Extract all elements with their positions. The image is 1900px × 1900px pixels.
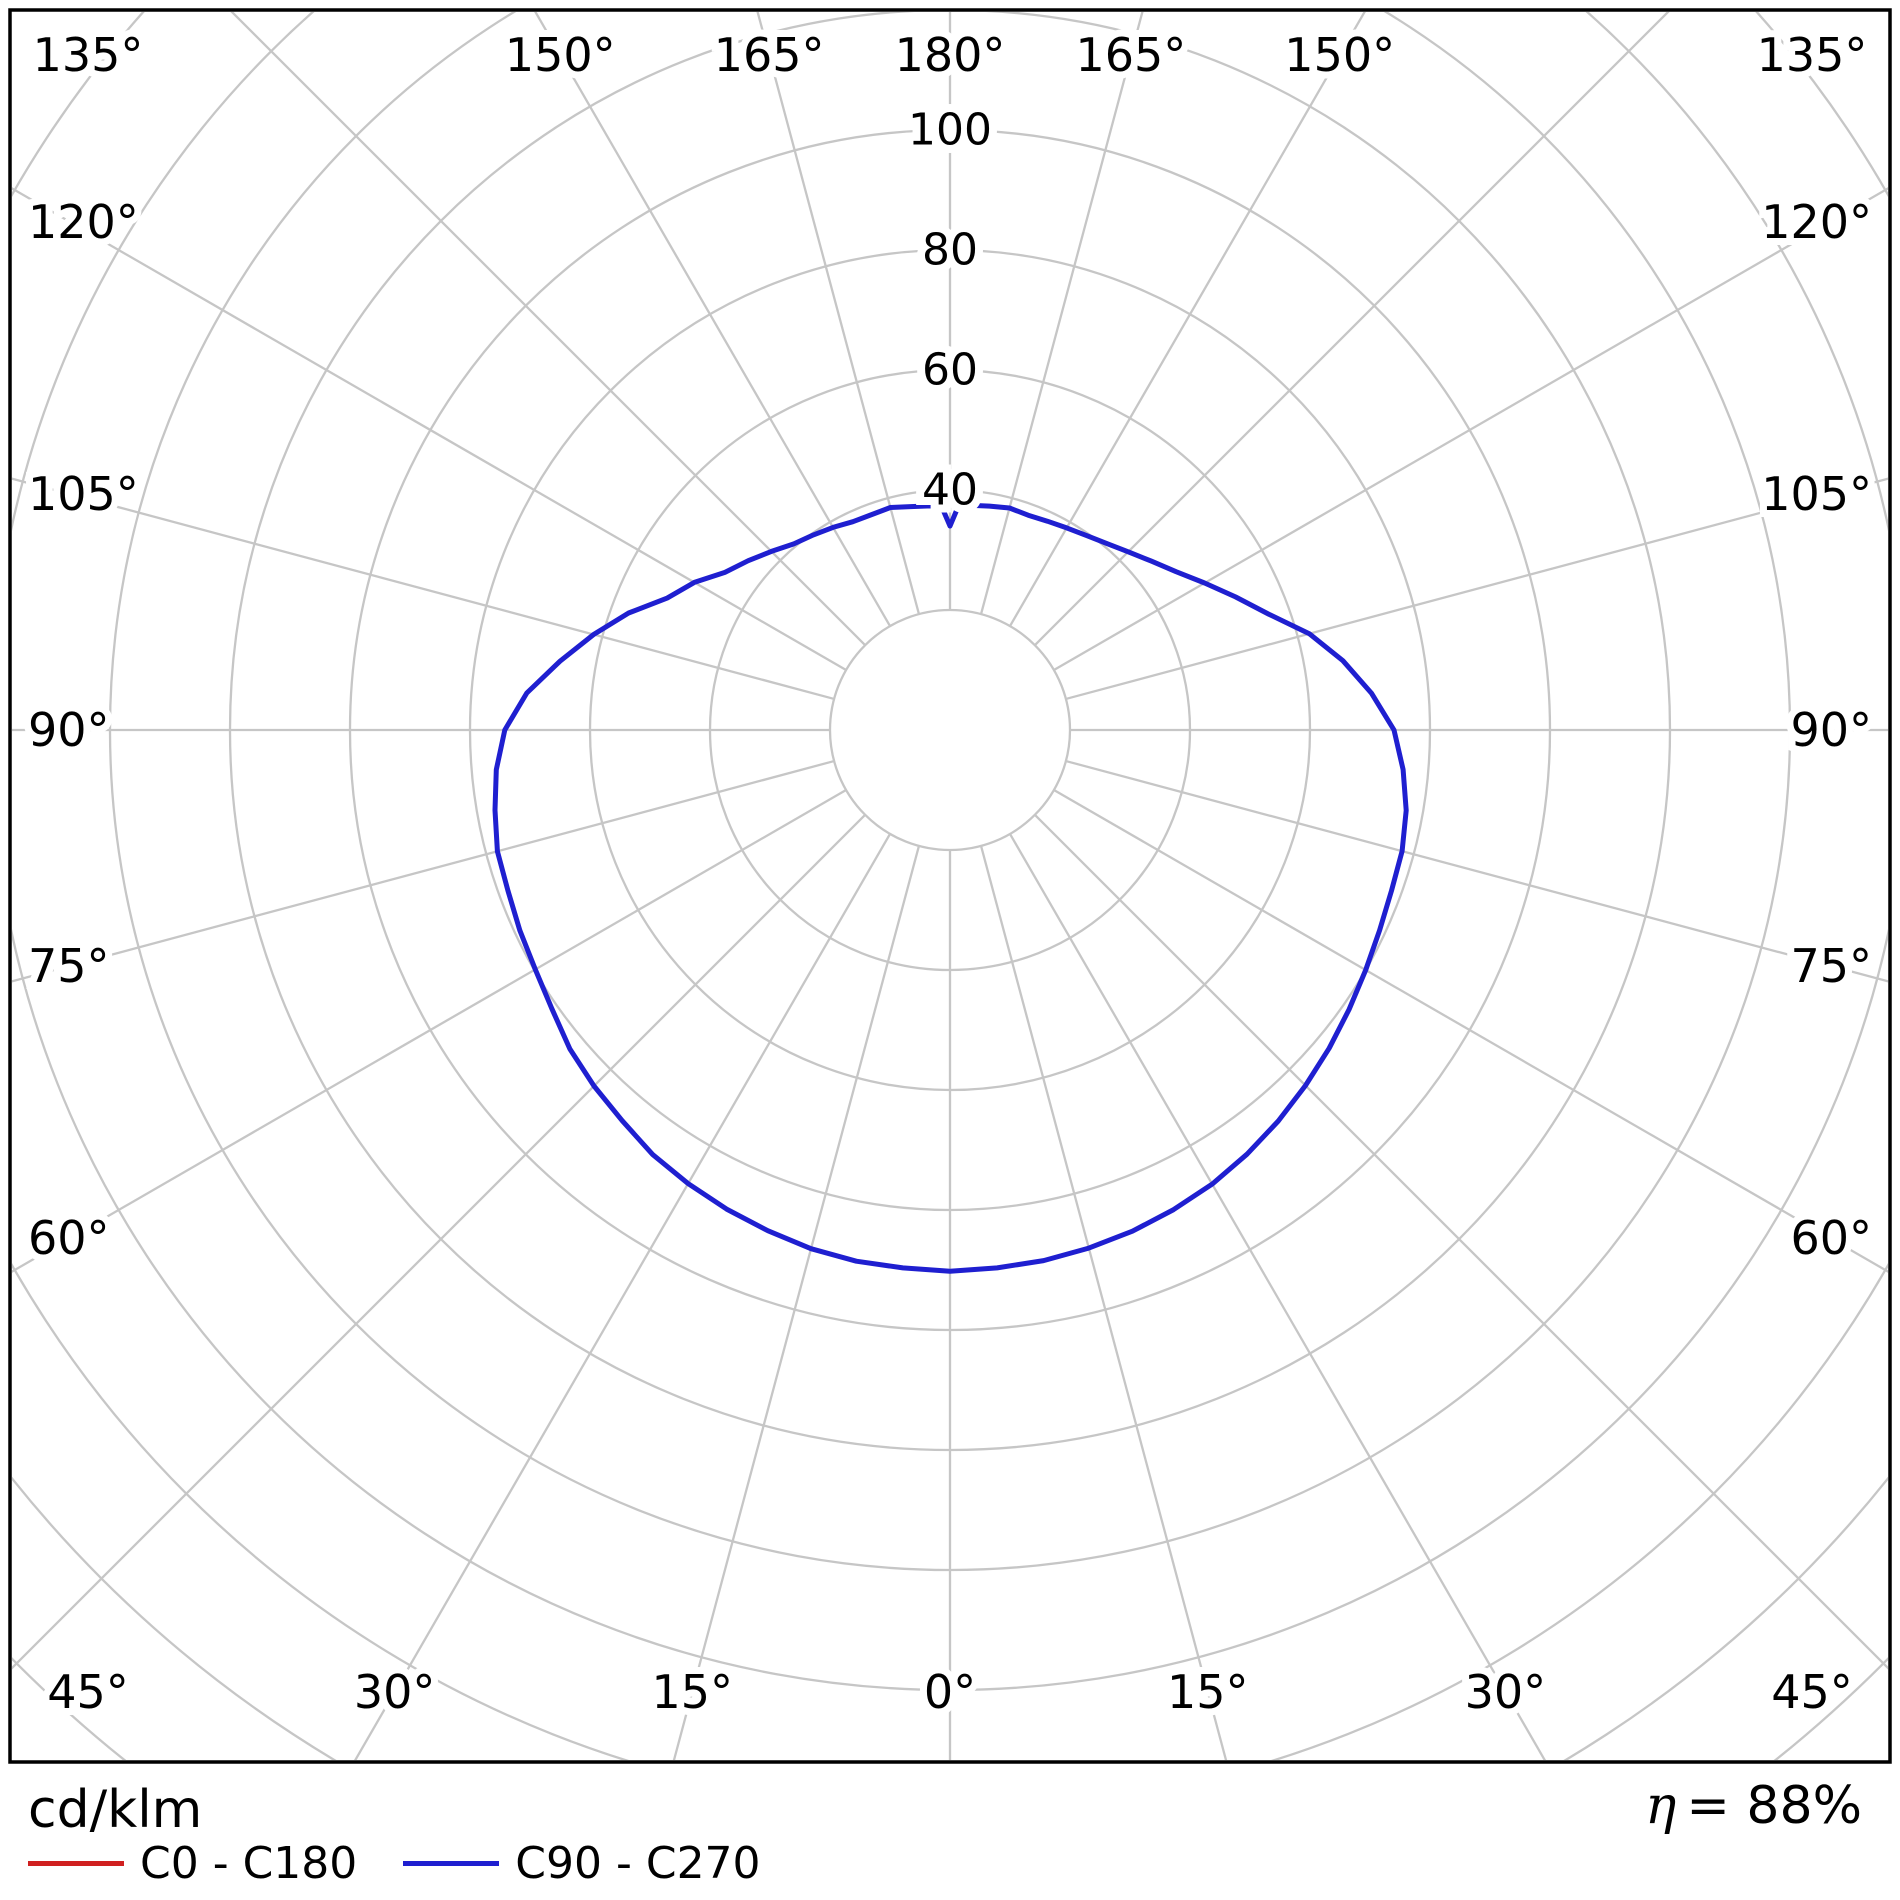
angle-label: 45° [1771, 1665, 1853, 1719]
angle-label: 150° [505, 28, 616, 82]
angle-label: 165° [1075, 28, 1186, 82]
legend-label-c90-c270: C90 - C270 [515, 1838, 761, 1889]
angle-label: 75° [1790, 939, 1872, 993]
angle-label: 30° [1465, 1665, 1547, 1719]
angle-label: 180° [895, 28, 1006, 82]
efficiency-value: = 88% [1686, 1776, 1862, 1836]
angle-label: 135° [1757, 28, 1868, 82]
curve-c90-c270 [492, 502, 1409, 1274]
angle-label: 30° [354, 1665, 436, 1719]
angle-label: 60° [28, 1211, 110, 1265]
angle-label: 45° [47, 1665, 129, 1719]
radial-label: 80 [922, 225, 978, 276]
legend-swatch-c90-c270 [403, 1861, 500, 1866]
angle-label: 0° [924, 1665, 976, 1719]
radial-label: 60 [922, 345, 978, 396]
angle-label: 165° [714, 28, 825, 82]
radial-label: 40 [922, 465, 978, 516]
legend: C0 - C180 C90 - C270 [28, 1838, 761, 1889]
legend-item-c0-c180: C0 - C180 [28, 1838, 357, 1889]
angle-label: 120° [1761, 195, 1872, 249]
angle-label: 15° [651, 1665, 733, 1719]
legend-label-c0-c180: C0 - C180 [140, 1838, 358, 1889]
efficiency-symbol: η [1645, 1776, 1677, 1836]
angle-label: 90° [28, 703, 110, 757]
plot-border [8, 8, 1892, 1764]
angle-label: 90° [1790, 703, 1872, 757]
angle-label: 150° [1284, 28, 1395, 82]
angle-label: 15° [1167, 1665, 1249, 1719]
angle-label: 60° [1790, 1211, 1872, 1265]
units-label: cd/klm [28, 1780, 203, 1840]
angle-label: 120° [28, 195, 139, 249]
legend-item-c90-c270: C90 - C270 [403, 1838, 761, 1889]
radial-label: 100 [908, 105, 992, 156]
angle-label: 105° [1761, 467, 1872, 521]
angle-label: 75° [28, 939, 110, 993]
efficiency-label: η = 88% [1645, 1776, 1862, 1836]
angle-label: 105° [28, 467, 139, 521]
legend-swatch-c0-c180 [28, 1861, 124, 1866]
angle-label: 135° [33, 28, 144, 82]
